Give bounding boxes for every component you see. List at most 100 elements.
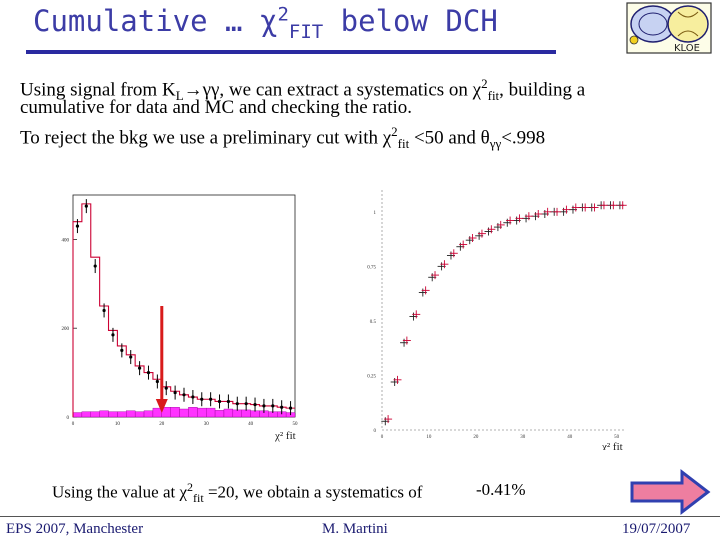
data-point (111, 333, 115, 337)
y-tick-label: 0 (374, 429, 377, 434)
line1-part-c: , building a (499, 79, 586, 101)
x-tick-label: 50 (614, 435, 620, 440)
data-point (244, 402, 248, 406)
data-point (173, 390, 177, 395)
background-bar (108, 411, 118, 418)
line3-part-b: <50 and θ (409, 127, 490, 149)
description-line-1: Using signal from KL→γγ, we can extract … (20, 72, 585, 108)
y-tick-label: 0 (67, 416, 70, 421)
x-tick-label: 10 (115, 422, 121, 427)
line1-part-a: Using signal from K (20, 79, 176, 101)
data-point (84, 204, 88, 208)
x-tick-label: 0 (381, 435, 384, 440)
slide-title: Cumulative … χ2FIT below DCH (33, 3, 498, 41)
histogram-background-fill (72, 407, 296, 418)
y-tick-label: 400 (62, 238, 70, 243)
data-point (226, 399, 230, 404)
next-slide-arrow-icon[interactable] (628, 468, 712, 516)
background-bar (197, 407, 207, 418)
description-line-3: To reject the bkg we use a preliminary c… (20, 120, 545, 156)
title-text: Cumulative … χ (33, 4, 278, 38)
background-bar (81, 411, 91, 418)
histogram-data-points (75, 199, 293, 416)
chi2-histogram-chart: 0 200 400 0 10 20 30 40 50 χ² fit (62, 194, 299, 442)
result-subscript: fit (193, 491, 204, 506)
line1-subscript-fit: fit (487, 88, 500, 104)
line3-superscript: 2 (391, 124, 398, 139)
data-point (138, 366, 142, 370)
result-part-b: =20, we obtain a systematics of (203, 482, 423, 502)
cut-arrow (155, 306, 168, 413)
background-bar (90, 411, 100, 418)
data-point (75, 224, 80, 228)
footer-date: 19/07/2007 (622, 521, 691, 537)
background-bar (143, 410, 154, 418)
data-point (253, 402, 257, 407)
logo-text: KLOE (674, 43, 700, 54)
line1-part-b: →γγ, we can extract a systematics on χ (183, 79, 482, 101)
x-tick-label: 50 (293, 422, 299, 427)
data-point (182, 393, 186, 397)
background-bar (179, 408, 189, 418)
background-bar (205, 407, 216, 418)
mc-histogram-line (72, 203, 295, 417)
description-line-2: cumulative for data and MC and checking … (20, 97, 413, 118)
background-bar (214, 410, 225, 418)
line3-part-c: <.998 (501, 127, 546, 149)
x-axis-label: χ² fit (601, 441, 623, 450)
footer-author: M. Martini (322, 521, 388, 537)
x-tick-label: 10 (426, 435, 432, 440)
cumulative-points (381, 201, 627, 426)
data-point (191, 395, 195, 399)
background-bar (117, 411, 127, 418)
data-point (155, 379, 159, 384)
kloe-collaboration-logo-icon: KLOE (626, 2, 712, 54)
data-point (93, 264, 97, 268)
background-bar (250, 410, 260, 418)
background-bar (72, 412, 83, 418)
x-tick-label: 20 (473, 435, 479, 440)
background-bar (232, 409, 242, 418)
background-bar (223, 408, 234, 418)
title-underline (26, 50, 556, 54)
x-tick-label: 30 (520, 435, 526, 440)
background-bar (241, 409, 251, 418)
data-point (129, 355, 133, 359)
result-part-a: Using the value at χ (52, 482, 188, 502)
background-bar (170, 407, 180, 418)
x-tick-label: 20 (159, 422, 165, 427)
title-superscript: 2 (277, 3, 289, 26)
result-superscript: 2 (187, 480, 194, 494)
line1-superscript: 2 (481, 76, 488, 91)
footer-divider (0, 516, 720, 517)
x-tick-label: 40 (567, 435, 573, 440)
data-point (271, 404, 275, 408)
data-point (262, 404, 266, 408)
data-point (280, 405, 284, 409)
data-point (120, 348, 124, 352)
histogram-mc-line (72, 203, 295, 417)
y-tick-label: 200 (62, 327, 70, 332)
background-bar (134, 411, 145, 418)
line3-subscript-fit: fit (397, 136, 410, 152)
data-point (209, 397, 213, 401)
footer-conference: EPS 2007, Manchester (6, 521, 144, 537)
y-tick-label: 0.75 (367, 265, 376, 270)
data-point (200, 397, 204, 401)
title-tail: below DCH (323, 4, 498, 38)
data-point (235, 402, 239, 406)
data-point (146, 371, 151, 375)
cut-arrow-head (155, 399, 168, 413)
data-point (217, 399, 222, 404)
data-point (164, 386, 168, 390)
background-bar (188, 407, 198, 418)
title-subscript: FIT (288, 20, 324, 43)
x-tick-label: 0 (72, 422, 75, 427)
background-bar (126, 410, 136, 418)
line3-part-a: To reject the bkg we use a preliminary c… (20, 127, 392, 149)
histogram-axes: 0 200 400 0 10 20 30 40 50 χ² fit (62, 194, 299, 442)
y-tick-label: 1 (374, 211, 377, 216)
data-point (288, 406, 293, 410)
